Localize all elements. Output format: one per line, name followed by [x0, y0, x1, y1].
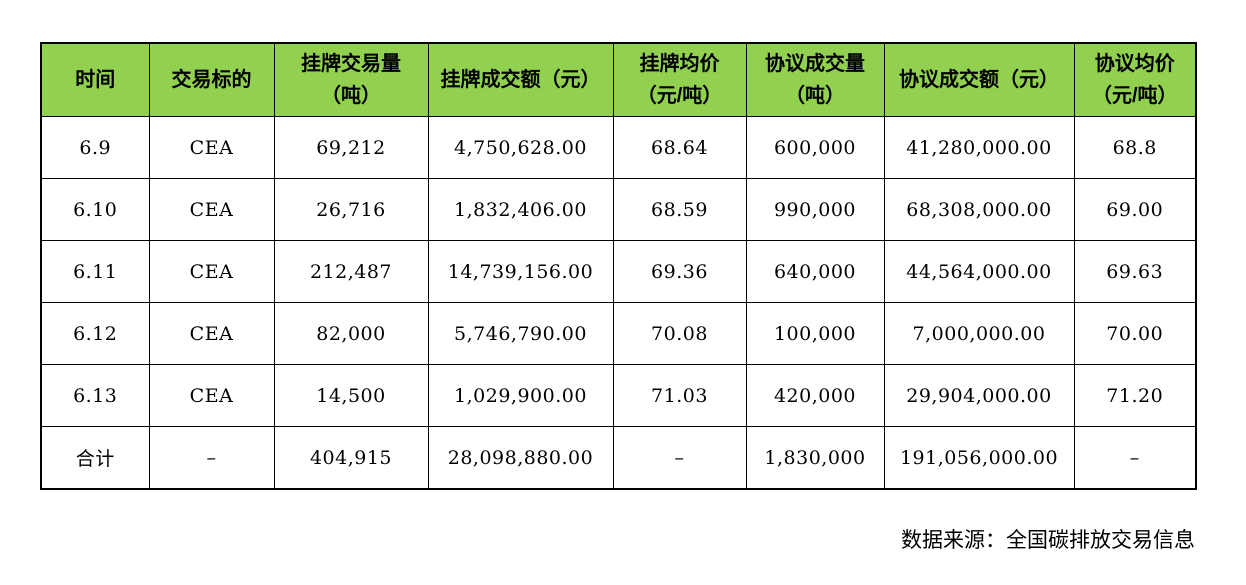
cell-agreement-volume: 640,000: [745, 240, 885, 303]
table-row: 6.11 CEA 212,487 14,739,156.00 69.36 640…: [40, 240, 1197, 303]
cell-target: CEA: [148, 240, 275, 303]
cell-agreement-volume: 100,000: [745, 302, 885, 365]
cell-listed-avg-price: 69.36: [612, 240, 747, 303]
cell-listed-volume: 14,500: [273, 364, 429, 427]
cell-listed-turnover: 1,029,900.00: [427, 364, 614, 427]
cell-date: 6.9: [40, 116, 150, 179]
cell-listed-avg-price: –: [612, 426, 747, 490]
cell-agreement-turnover: 191,056,000.00: [883, 426, 1075, 490]
cell-listed-avg-price: 68.64: [612, 116, 747, 179]
table-row-total: 合计 – 404,915 28,098,880.00 – 1,830,000 1…: [40, 426, 1197, 490]
cell-agreement-volume: 1,830,000: [745, 426, 885, 490]
cell-listed-volume: 212,487: [273, 240, 429, 303]
cell-target: CEA: [148, 302, 275, 365]
header-time: 时间: [40, 42, 150, 117]
cell-listed-volume: 26,716: [273, 178, 429, 241]
cell-listed-volume: 69,212: [273, 116, 429, 179]
cell-listed-volume: 82,000: [273, 302, 429, 365]
cell-agreement-turnover: 7,000,000.00: [883, 302, 1075, 365]
cell-listed-turnover: 14,739,156.00: [427, 240, 614, 303]
cell-agreement-avg-price: 68.8: [1073, 116, 1197, 179]
cell-listed-turnover: 4,750,628.00: [427, 116, 614, 179]
cell-date: 6.10: [40, 178, 150, 241]
cell-agreement-avg-price: 69.00: [1073, 178, 1197, 241]
cell-agreement-volume: 600,000: [745, 116, 885, 179]
header-listed-avg-price: 挂牌均价 （元/吨）: [612, 42, 747, 117]
table-row: 6.10 CEA 26,716 1,832,406.00 68.59 990,0…: [40, 178, 1197, 241]
cell-agreement-avg-price: 70.00: [1073, 302, 1197, 365]
header-agreement-volume: 协议成交量 （吨）: [745, 42, 885, 117]
cell-date: 6.11: [40, 240, 150, 303]
cell-listed-turnover: 1,832,406.00: [427, 178, 614, 241]
table-row: 6.9 CEA 69,212 4,750,628.00 68.64 600,00…: [40, 116, 1197, 179]
cell-agreement-turnover: 29,904,000.00: [883, 364, 1075, 427]
cell-listed-turnover: 5,746,790.00: [427, 302, 614, 365]
trading-data-table-wrap: 时间 交易标的 挂牌交易量 （吨） 挂牌成交额（元） 挂牌均价 （元/吨） 协议…: [40, 42, 1197, 490]
cell-target: –: [148, 426, 275, 490]
cell-agreement-avg-price: 69.63: [1073, 240, 1197, 303]
cell-target: CEA: [148, 178, 275, 241]
header-trading-target: 交易标的: [148, 42, 275, 117]
carbon-trading-table: 时间 交易标的 挂牌交易量 （吨） 挂牌成交额（元） 挂牌均价 （元/吨） 协议…: [40, 42, 1197, 490]
cell-total-label: 合计: [40, 426, 150, 490]
cell-agreement-avg-price: –: [1073, 426, 1197, 490]
cell-date: 6.12: [40, 302, 150, 365]
header-agreement-avg-price: 协议均价 （元/吨）: [1073, 42, 1197, 117]
cell-agreement-volume: 990,000: [745, 178, 885, 241]
data-source-note: 数据来源：全国碳排放交易信息: [901, 528, 1195, 552]
cell-agreement-turnover: 68,308,000.00: [883, 178, 1075, 241]
header-listed-volume: 挂牌交易量 （吨）: [273, 42, 429, 117]
cell-listed-turnover: 28,098,880.00: [427, 426, 614, 490]
cell-target: CEA: [148, 116, 275, 179]
cell-listed-avg-price: 68.59: [612, 178, 747, 241]
cell-date: 6.13: [40, 364, 150, 427]
table-header-row: 时间 交易标的 挂牌交易量 （吨） 挂牌成交额（元） 挂牌均价 （元/吨） 协议…: [40, 42, 1197, 117]
cell-target: CEA: [148, 364, 275, 427]
cell-listed-volume: 404,915: [273, 426, 429, 490]
table-row: 6.12 CEA 82,000 5,746,790.00 70.08 100,0…: [40, 302, 1197, 365]
cell-agreement-volume: 420,000: [745, 364, 885, 427]
cell-agreement-turnover: 44,564,000.00: [883, 240, 1075, 303]
cell-agreement-turnover: 41,280,000.00: [883, 116, 1075, 179]
header-agreement-turnover: 协议成交额（元）: [883, 42, 1075, 117]
cell-listed-avg-price: 70.08: [612, 302, 747, 365]
cell-listed-avg-price: 71.03: [612, 364, 747, 427]
table-row: 6.13 CEA 14,500 1,029,900.00 71.03 420,0…: [40, 364, 1197, 427]
header-listed-turnover: 挂牌成交额（元）: [427, 42, 614, 117]
cell-agreement-avg-price: 71.20: [1073, 364, 1197, 427]
